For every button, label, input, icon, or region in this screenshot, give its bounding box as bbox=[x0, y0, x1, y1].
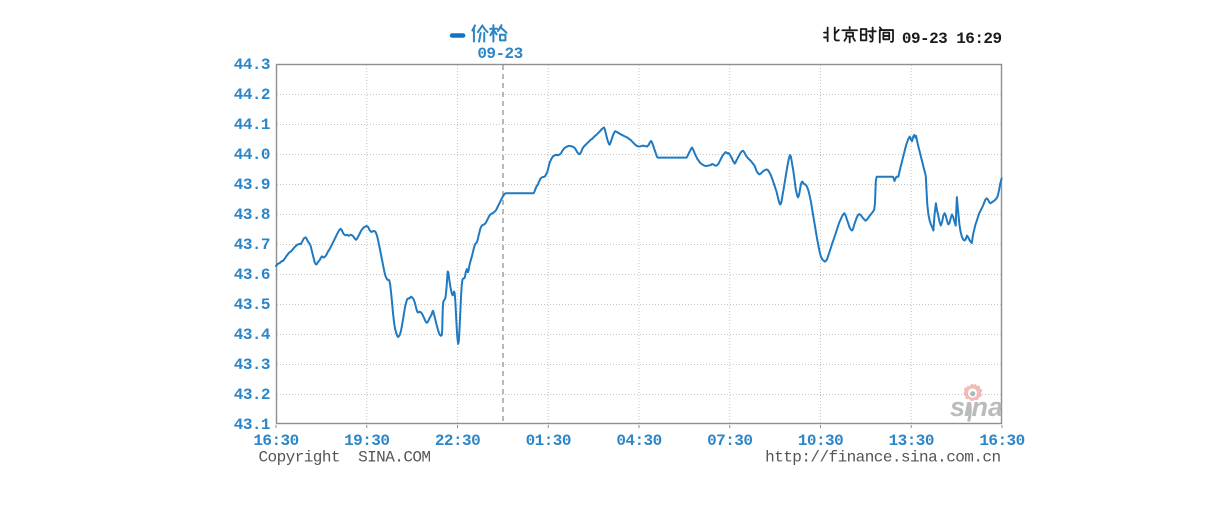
svg-text:44.0: 44.0 bbox=[234, 146, 270, 164]
svg-text:44.2: 44.2 bbox=[234, 86, 270, 104]
svg-text:19:30: 19:30 bbox=[344, 432, 389, 450]
svg-text:01:30: 01:30 bbox=[526, 432, 571, 450]
svg-text:04:30: 04:30 bbox=[616, 432, 661, 450]
svg-text:43.8: 43.8 bbox=[234, 206, 270, 224]
svg-text:44.3: 44.3 bbox=[234, 56, 270, 74]
svg-text:43.9: 43.9 bbox=[234, 176, 270, 194]
svg-text:43.1: 43.1 bbox=[234, 416, 270, 434]
svg-text:43.2: 43.2 bbox=[234, 386, 270, 404]
svg-text:44.1: 44.1 bbox=[234, 116, 270, 134]
svg-text:43.5: 43.5 bbox=[234, 296, 270, 314]
svg-text:sına: sına bbox=[950, 392, 1003, 422]
svg-text:http://finance.sina.com.cn: http://finance.sina.com.cn bbox=[765, 449, 1000, 467]
svg-text:43.4: 43.4 bbox=[234, 326, 271, 344]
svg-text:Copyright SINA.COM: Copyright SINA.COM bbox=[259, 449, 431, 467]
svg-text:09-23: 09-23 bbox=[477, 45, 522, 63]
svg-text:10:30: 10:30 bbox=[798, 432, 843, 450]
svg-text:43.7: 43.7 bbox=[234, 236, 270, 254]
svg-text:09-23 16:29: 09-23 16:29 bbox=[902, 30, 1002, 48]
svg-text:22:30: 22:30 bbox=[435, 432, 480, 450]
svg-text:13:30: 13:30 bbox=[889, 432, 934, 450]
svg-text:07:30: 07:30 bbox=[707, 432, 752, 450]
svg-text:16:30: 16:30 bbox=[253, 432, 298, 450]
svg-text:43.3: 43.3 bbox=[234, 356, 270, 374]
svg-text:16:30: 16:30 bbox=[979, 432, 1024, 450]
svg-text:43.6: 43.6 bbox=[234, 266, 270, 284]
